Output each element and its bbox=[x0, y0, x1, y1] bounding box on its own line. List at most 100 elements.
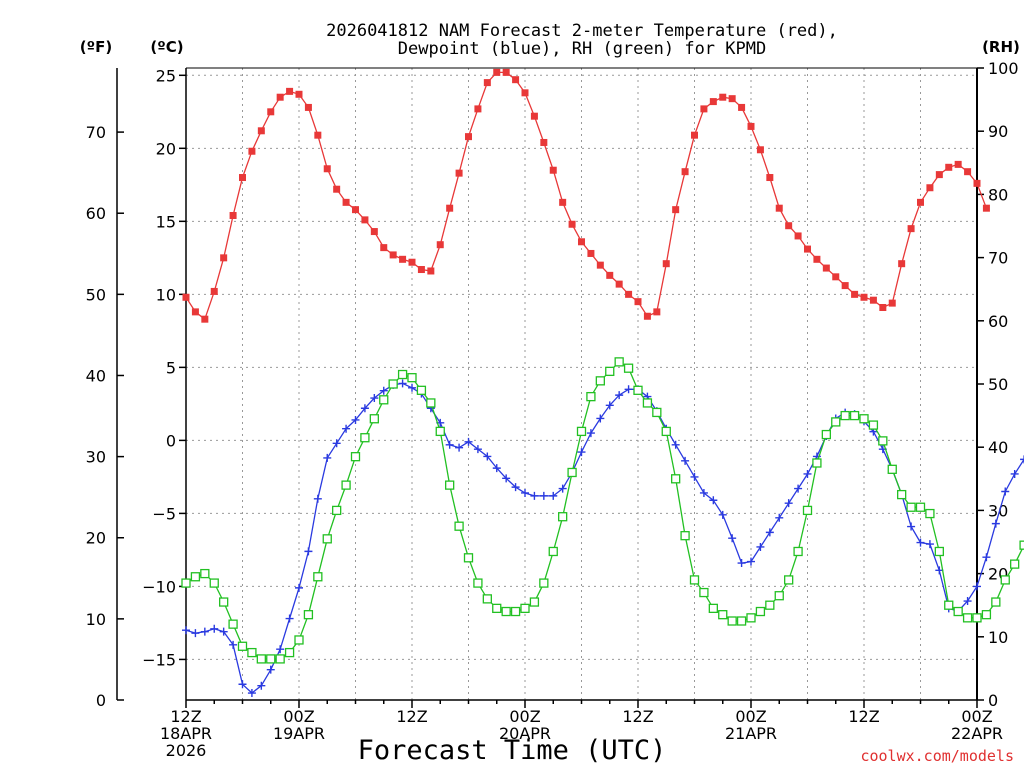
rh-point bbox=[256, 654, 266, 664]
rh-point bbox=[209, 578, 219, 588]
rh-point bbox=[671, 474, 681, 484]
temperature-point bbox=[813, 255, 821, 263]
temperature-point bbox=[747, 122, 755, 130]
dewpoint-point bbox=[596, 414, 605, 423]
temperature-point bbox=[314, 131, 322, 139]
rh-point bbox=[699, 587, 709, 598]
temperature-point bbox=[869, 296, 877, 304]
rh-point bbox=[802, 505, 813, 516]
rh-point bbox=[605, 366, 615, 377]
rh-point bbox=[567, 467, 577, 478]
dewpoint-point bbox=[342, 424, 351, 433]
rh-point bbox=[190, 572, 201, 582]
temperature-point bbox=[399, 255, 407, 263]
dewpoint-point bbox=[1020, 455, 1024, 464]
rh-point bbox=[237, 641, 248, 651]
rh-point bbox=[576, 426, 587, 437]
rh-point bbox=[718, 610, 728, 620]
temperature-point bbox=[549, 166, 557, 174]
rh-point bbox=[953, 606, 963, 617]
temperature-point bbox=[587, 249, 595, 257]
temperature-point bbox=[681, 168, 689, 176]
temperature-point bbox=[286, 87, 294, 95]
dewpoint-point bbox=[370, 394, 379, 403]
x-tick-label: 12Z bbox=[396, 707, 427, 726]
dewpoint-point bbox=[973, 582, 981, 591]
rh-point bbox=[501, 606, 511, 617]
data-series bbox=[181, 68, 1024, 698]
rh-tick-label: 50 bbox=[988, 375, 1008, 394]
dewpoint-point bbox=[539, 491, 548, 500]
celsius-tick-label: 15 bbox=[156, 212, 176, 231]
dewpoint-point bbox=[605, 401, 614, 410]
temperature-point bbox=[427, 267, 435, 275]
dewpoint-point bbox=[511, 483, 520, 492]
temperature-point bbox=[982, 204, 990, 212]
series-plus bbox=[182, 379, 1024, 698]
temperature-point bbox=[738, 103, 746, 111]
rh-tick-label: 0 bbox=[988, 691, 998, 710]
temperature-point bbox=[935, 171, 943, 179]
temperature-point bbox=[342, 198, 350, 206]
fahrenheit-tick-label: 60 bbox=[86, 204, 106, 223]
fahrenheit-tick-label: 0 bbox=[96, 691, 106, 710]
rh-point bbox=[727, 616, 737, 626]
dewpoint-point bbox=[473, 445, 482, 454]
x-tick-label: 00Z bbox=[283, 707, 314, 726]
rh-point bbox=[219, 597, 229, 607]
rh-point bbox=[303, 610, 314, 620]
rh-tick-label: 60 bbox=[988, 312, 1008, 331]
rh-point bbox=[887, 464, 897, 474]
rh-point bbox=[831, 417, 841, 427]
dewpoint-point bbox=[521, 488, 529, 497]
rh-point bbox=[614, 357, 624, 367]
temperature-point bbox=[672, 206, 680, 214]
temperature-point bbox=[352, 206, 359, 214]
dewpoint-point bbox=[408, 383, 416, 392]
dewpoint-point bbox=[1010, 469, 1019, 478]
rh-tick-label: 70 bbox=[988, 249, 1008, 268]
series-open-square bbox=[181, 357, 1024, 664]
temperature-point bbox=[182, 293, 190, 301]
dewpoint-point bbox=[558, 484, 567, 493]
dewpoint-point bbox=[709, 496, 718, 505]
temperature-point bbox=[191, 308, 199, 316]
temperature-point bbox=[945, 163, 953, 171]
watermark: coolwx.com/models bbox=[860, 747, 1014, 765]
x-tick-label: 19APR bbox=[273, 724, 325, 743]
rh-point bbox=[510, 606, 521, 617]
dewpoint-point bbox=[266, 665, 275, 674]
rh-point bbox=[736, 616, 747, 626]
temperature-point bbox=[851, 290, 859, 298]
temperature-point bbox=[559, 198, 567, 206]
dewpoint-point bbox=[502, 474, 511, 483]
rh-point bbox=[661, 426, 671, 437]
dewpoint-point bbox=[803, 469, 812, 478]
dewpoint-point bbox=[1001, 487, 1010, 496]
dewpoint-point bbox=[681, 456, 690, 465]
rh-tick-label: 40 bbox=[988, 438, 1008, 457]
temperature-point bbox=[964, 168, 972, 176]
dewpoint-point bbox=[577, 448, 586, 457]
dewpoint-point bbox=[925, 540, 934, 549]
rh-point bbox=[313, 572, 323, 582]
temperature-point bbox=[804, 245, 811, 253]
temperature-point bbox=[512, 76, 520, 84]
temperature-point bbox=[907, 225, 915, 233]
x-tick-label: 2026 bbox=[166, 741, 207, 760]
temperature-point bbox=[474, 105, 482, 113]
dewpoint-point bbox=[398, 379, 407, 388]
rh-point bbox=[266, 654, 276, 664]
temperature-point bbox=[540, 138, 548, 146]
temperature-point bbox=[709, 98, 717, 106]
dewpoint-point bbox=[671, 440, 680, 449]
dewpoint-point bbox=[690, 472, 699, 481]
rh-point bbox=[689, 575, 700, 585]
fahrenheit-tick-label: 30 bbox=[86, 448, 106, 467]
rh-point bbox=[925, 508, 935, 519]
temperature-point bbox=[220, 254, 228, 262]
celsius-tick-label: 20 bbox=[156, 139, 176, 158]
series-filled-square bbox=[182, 68, 990, 323]
rh-point bbox=[652, 407, 662, 418]
